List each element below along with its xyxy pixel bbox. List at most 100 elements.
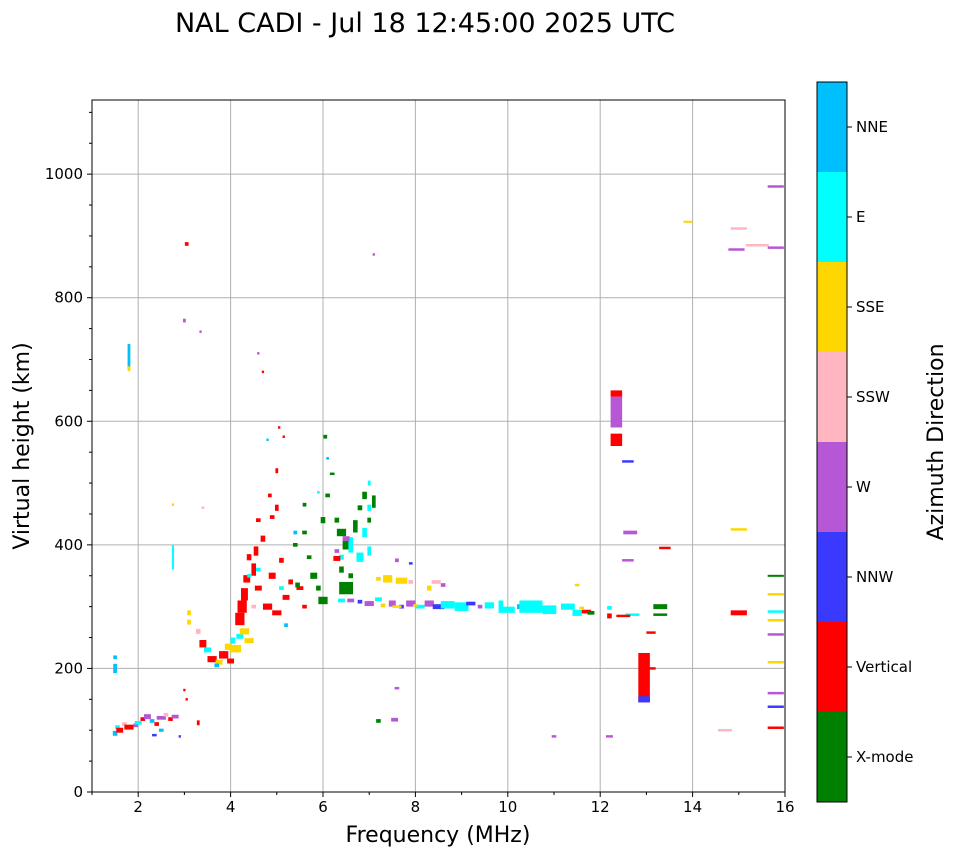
- data-point-e: [339, 554, 344, 560]
- data-point-x-mode: [336, 528, 347, 537]
- data-point-vertical: [261, 370, 265, 374]
- data-point-e: [134, 720, 142, 725]
- data-point-e: [519, 600, 543, 613]
- colorbar: X-mode Vertical NNW W SSW SSE E NNE: [816, 81, 913, 803]
- grid: [92, 100, 786, 793]
- data-point-sse: [730, 528, 747, 531]
- data-point-ssw: [431, 580, 441, 584]
- data-point-sse: [380, 603, 386, 608]
- data-point-sse: [683, 220, 693, 223]
- data-point-nnw: [466, 601, 476, 606]
- data-point-sse: [376, 576, 381, 581]
- x-tick-label: 8: [411, 798, 421, 816]
- y-tick-label: 200: [54, 659, 83, 677]
- data-point-vertical: [207, 656, 217, 663]
- data-point-w: [440, 583, 446, 587]
- data-point-w: [347, 598, 355, 603]
- data-point-x-mode: [302, 502, 307, 507]
- data-point-x-mode: [587, 610, 595, 615]
- data-point-vertical: [296, 586, 304, 590]
- data-point-nnw: [178, 735, 181, 738]
- data-point-e: [256, 567, 261, 572]
- data-point-sse: [767, 593, 784, 596]
- data-point-x-mode: [357, 505, 363, 511]
- data-point-vertical: [659, 546, 671, 550]
- data-point-x-mode: [316, 585, 321, 591]
- data-point-x-mode: [306, 555, 312, 560]
- colorbar-tick-label: SSW: [856, 388, 890, 406]
- data-point-e: [204, 647, 211, 653]
- data-point-sse: [224, 643, 232, 650]
- data-point-vertical: [219, 651, 229, 659]
- data-point-vertical: [196, 720, 200, 726]
- colorbar-tick-label: E: [856, 208, 865, 226]
- data-point-nnw: [622, 460, 634, 463]
- data-point-ssw: [122, 722, 127, 726]
- data-point-nnw: [152, 733, 157, 737]
- data-point-ssw: [195, 628, 201, 634]
- data-point-w: [342, 536, 350, 542]
- data-point-e: [440, 601, 455, 609]
- x-tick-label: 12: [591, 798, 610, 816]
- data-point-vertical: [767, 726, 784, 729]
- data-point-e: [374, 597, 382, 602]
- colorbar-tick-label: Vertical: [856, 658, 912, 676]
- data-point-w: [334, 549, 340, 553]
- data-point-vertical: [616, 614, 631, 618]
- data-point-ssw: [718, 728, 732, 732]
- data-point-x-mode: [362, 491, 367, 500]
- x-axis: 2 4 6 8 10 12 14 16: [91, 792, 795, 816]
- data-point-vertical: [610, 433, 623, 446]
- data-point-sse: [244, 638, 254, 644]
- data-point-vertical: [183, 688, 186, 692]
- data-point-x-mode: [339, 566, 344, 573]
- data-point-sse: [426, 585, 432, 591]
- data-point-x-mode: [334, 517, 340, 523]
- colorbar-tick-label: W: [856, 478, 871, 496]
- data-point-e: [625, 613, 640, 616]
- data-point-w: [406, 600, 416, 607]
- data-point-w: [372, 253, 375, 256]
- data-point-e: [348, 537, 354, 553]
- colorbar-segment: [817, 532, 847, 622]
- colorbar-tick-label: SSE: [856, 298, 885, 316]
- y-tick-label: 400: [54, 536, 83, 554]
- data-point-w: [395, 558, 399, 563]
- data-point-nne: [158, 728, 164, 732]
- data-point-vertical: [610, 390, 623, 397]
- data-point-sse: [229, 644, 241, 653]
- data-point-sse: [413, 604, 418, 607]
- data-point-x-mode: [320, 517, 326, 524]
- data-point-w: [391, 717, 399, 722]
- data-point-w: [394, 686, 400, 690]
- x-tick-label: 10: [498, 798, 517, 816]
- data-point-e: [230, 637, 236, 644]
- data-point-sse: [574, 583, 580, 587]
- x-axis-label: Frequency (MHz): [346, 823, 531, 848]
- data-point-sse: [171, 503, 175, 506]
- y-tick-label: 0: [73, 783, 83, 801]
- colorbar-segment: [817, 352, 847, 442]
- data-point-vertical: [185, 698, 188, 701]
- data-point-w: [364, 601, 374, 607]
- data-point-w: [605, 735, 613, 738]
- data-point-vertical: [302, 604, 307, 609]
- data-point-vertical: [279, 557, 284, 563]
- y-tick-label: 800: [54, 289, 83, 307]
- data-point-e: [367, 504, 372, 511]
- data-point-e: [572, 609, 582, 616]
- data-point-nne: [293, 530, 298, 535]
- data-point-vertical: [227, 658, 235, 664]
- data-point-x-mode: [353, 520, 358, 533]
- data-point-vertical: [288, 579, 293, 585]
- data-point-vertical: [268, 572, 276, 579]
- data-point-vertical: [140, 717, 146, 721]
- data-point-nne: [113, 655, 117, 660]
- y-tick-label: 1000: [45, 165, 83, 183]
- data-point-vertical: [199, 640, 207, 648]
- data-point-w: [623, 530, 638, 535]
- data-point-vertical: [581, 609, 591, 614]
- data-point-x-mode: [767, 574, 784, 577]
- data-point-w: [143, 714, 151, 720]
